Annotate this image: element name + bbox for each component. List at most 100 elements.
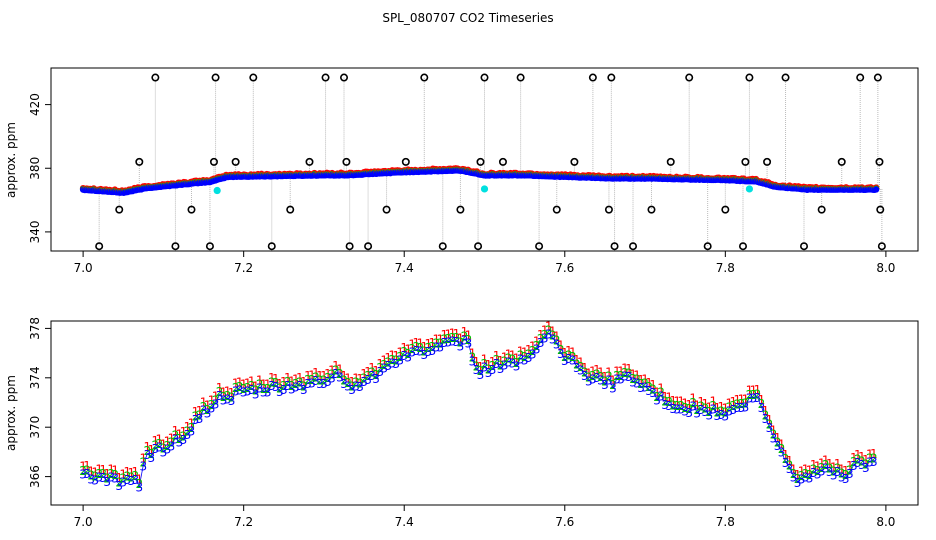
series-3-point: 3 [545,327,553,341]
series-1-point: 1 [565,344,573,358]
series-2-point: 2 [565,348,573,362]
series-3-point: 3 [437,340,445,354]
spike-point [480,73,489,82]
series-3-point: 3 [469,354,477,368]
series-1-point: 1 [778,438,786,452]
series-3-point: 3 [228,394,236,408]
series-2-point: 2 [509,353,517,367]
series-3-point: 3 [697,403,705,417]
series-1-point: 1 [103,467,111,481]
series-3-point: 3 [513,360,521,374]
spike-point [267,242,276,251]
series-3-point: 3 [272,380,280,394]
spike-point [873,73,882,82]
series-3-point: 3 [814,468,822,482]
spike-point [800,242,809,251]
spike-point [741,157,750,166]
series-2-point: 2 [91,470,99,484]
series-3-point: 3 [248,383,256,397]
top-y-tick-label: 340 [28,220,42,243]
series-1-point: 1 [248,375,256,389]
series-2-point: 2 [513,356,521,370]
series-2-point: 2 [176,432,184,446]
series-1-point: 1 [862,453,870,467]
bottom-panel: 1231231231231231231231231231231231231231… [4,317,919,529]
series-1-point: 1 [400,341,408,355]
series-3-point: 3 [633,376,641,390]
series-2-point: 2 [316,373,324,387]
series-1-point: 1 [184,420,192,434]
spike-point [837,157,846,166]
series-3-point: 3 [533,343,541,357]
series-1-point: 1 [493,349,501,363]
series-2-point: 2 [854,452,862,466]
series-3-point: 3 [645,384,653,398]
series-1-point: 1 [91,465,99,479]
series-1-point: 1 [545,319,553,333]
series-2-point: 2 [541,328,549,342]
series-1-point: 1 [713,401,721,415]
series-3-point: 3 [292,380,300,394]
series-3-point: 3 [561,354,569,368]
series-1-point: 1 [738,393,746,407]
series-3-point: 3 [420,348,428,362]
series-3-point: 3 [384,359,392,373]
series-1-point: 1 [272,372,280,386]
series-1-point: 1 [216,381,224,395]
series-1-point: 1 [605,365,613,379]
series-2-point: 2 [131,469,139,483]
series-1-point: 1 [726,396,734,410]
series-3-point: 3 [629,376,637,390]
series-3-point: 3 [473,363,481,377]
series-1-point: 1 [280,375,288,389]
series-2-point: 2 [734,397,742,411]
series-1-point: 1 [252,379,260,393]
series-3-point: 3 [184,428,192,442]
series-3-point: 3 [244,384,252,398]
series-2-point: 2 [822,458,830,472]
series-3-point: 3 [236,384,244,398]
series-2-point: 2 [420,344,428,358]
series-3-point: 3 [388,356,396,370]
series-1-point: 1 [850,451,858,465]
series-2-point: 2 [850,455,858,469]
series-3-point: 3 [364,373,372,387]
series-2-point: 2 [569,350,577,364]
series-1-point: 1 [404,342,412,356]
spike-point [187,205,196,214]
series-1-point: 1 [681,397,689,411]
spike-point [135,157,144,166]
series-2-point: 2 [308,373,316,387]
bottom-x-tick-label: 7.4 [395,515,414,529]
series-1-point: 1 [509,348,517,362]
series-1-point: 1 [156,433,164,447]
series-3-point: 3 [276,385,284,399]
series-3-point: 3 [577,364,585,378]
series-2-point: 2 [148,447,156,461]
series-3-point: 3 [316,377,324,391]
series-1-point: 1 [697,395,705,409]
series-1-point: 1 [461,325,469,339]
series-2-point: 2 [669,398,677,412]
series-3-point: 3 [649,386,657,400]
series-3-point: 3 [99,471,107,485]
series-2-point: 2 [344,376,352,390]
series-3-point: 3 [858,458,866,472]
series-1-point: 1 [160,437,168,451]
series-3-point: 3 [477,368,485,382]
series-1-point: 1 [168,431,176,445]
series-2-point: 2 [742,397,750,411]
series-2-point: 2 [577,360,585,374]
series-1-point: 1 [774,431,782,445]
series-2-point: 2 [641,377,649,391]
series-3-point: 3 [673,403,681,417]
series-1-point: 1 [348,375,356,389]
series-3-point: 3 [521,354,529,368]
series-2-point: 2 [300,379,308,393]
series-1-point: 1 [453,327,461,341]
spike-point [321,73,330,82]
series-3-point: 3 [689,400,697,414]
series-3-point: 3 [284,379,292,393]
series-1-point: 1 [621,362,629,376]
series-1-point: 1 [529,340,537,354]
